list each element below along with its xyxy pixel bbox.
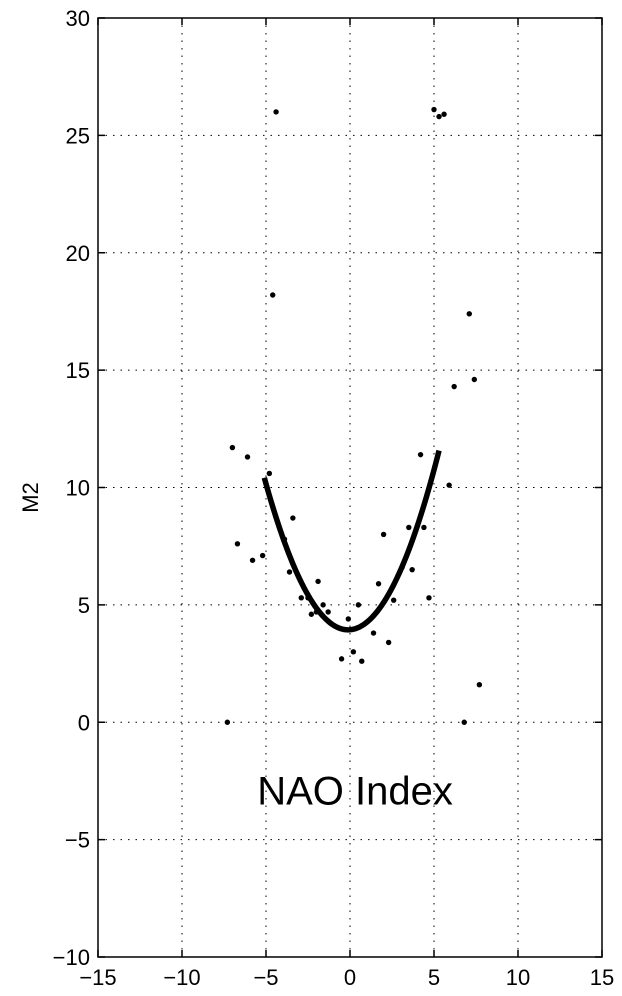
grid-lines — [98, 18, 602, 957]
scatter-point — [441, 111, 447, 117]
scatter-point — [431, 106, 437, 113]
y-tick-label: 30 — [66, 6, 90, 31]
scatter-point — [461, 719, 467, 725]
scatter-point — [446, 482, 452, 488]
scatter-point — [234, 541, 241, 547]
scatter-point — [451, 383, 457, 390]
fit-curve — [261, 449, 442, 633]
y-tick-label: 10 — [66, 476, 90, 501]
scatter-point — [466, 311, 472, 317]
scatter-point — [308, 611, 315, 617]
scatter-point — [417, 451, 424, 458]
x-tick-label: 5 — [428, 965, 440, 990]
scatter-point — [350, 649, 357, 655]
scatter-points — [224, 106, 483, 725]
scatter-point — [421, 524, 427, 531]
scatter-point — [290, 515, 296, 521]
x-tick-label: 10 — [506, 965, 530, 990]
y-tick-label: 20 — [66, 241, 90, 266]
scatter-point — [380, 531, 387, 538]
scatter-point — [244, 454, 251, 460]
scatter-point — [298, 595, 304, 601]
scatter-point — [406, 524, 412, 531]
scatter-point — [281, 536, 288, 542]
y-tick-label: 5 — [78, 593, 90, 618]
scatter-point — [471, 376, 478, 383]
scatter-point — [229, 444, 236, 451]
scatter-point — [390, 597, 397, 603]
fit-layer — [261, 449, 442, 633]
scatter-point — [375, 581, 382, 587]
scatter-point — [270, 292, 276, 298]
x-tick-label: −5 — [253, 965, 278, 990]
scatter-point — [370, 630, 377, 636]
scatter-point — [224, 719, 231, 725]
x-tick-label: 15 — [590, 965, 614, 990]
scatter-point — [385, 639, 392, 646]
scatter-point — [320, 602, 326, 608]
scatter-point — [476, 681, 483, 688]
y-tick-label: −10 — [53, 945, 90, 970]
scatter-point — [315, 578, 321, 585]
scatter-point — [313, 609, 320, 615]
scatter-point — [273, 109, 279, 115]
y-tick-label: 0 — [78, 710, 90, 735]
y-tick-label: −5 — [65, 828, 90, 853]
scatter-point — [266, 470, 273, 477]
scatter-point — [359, 658, 365, 664]
scatter-point — [409, 566, 415, 573]
y-tick-label: 25 — [66, 123, 90, 148]
scatter-point — [399, 564, 405, 571]
x-tick-label: −10 — [163, 965, 200, 990]
nao-index-annotation: NAO Index — [257, 769, 453, 813]
scatter-point — [436, 113, 442, 120]
scatter-point — [286, 569, 293, 575]
scatter-point — [338, 656, 345, 662]
scatter-point — [345, 616, 352, 622]
x-tick-label: −15 — [79, 965, 116, 990]
scatter-point — [249, 557, 256, 563]
scatter-point — [355, 602, 362, 608]
scatter-point — [259, 552, 266, 559]
scatter-point — [325, 609, 331, 615]
y-axis-label: M2 — [18, 482, 43, 513]
y-tick-label: 15 — [66, 358, 90, 383]
scatter-point — [305, 595, 311, 601]
x-tick-label: 0 — [344, 965, 356, 990]
tick-marks — [97, 17, 603, 958]
scatter-point — [426, 595, 432, 601]
